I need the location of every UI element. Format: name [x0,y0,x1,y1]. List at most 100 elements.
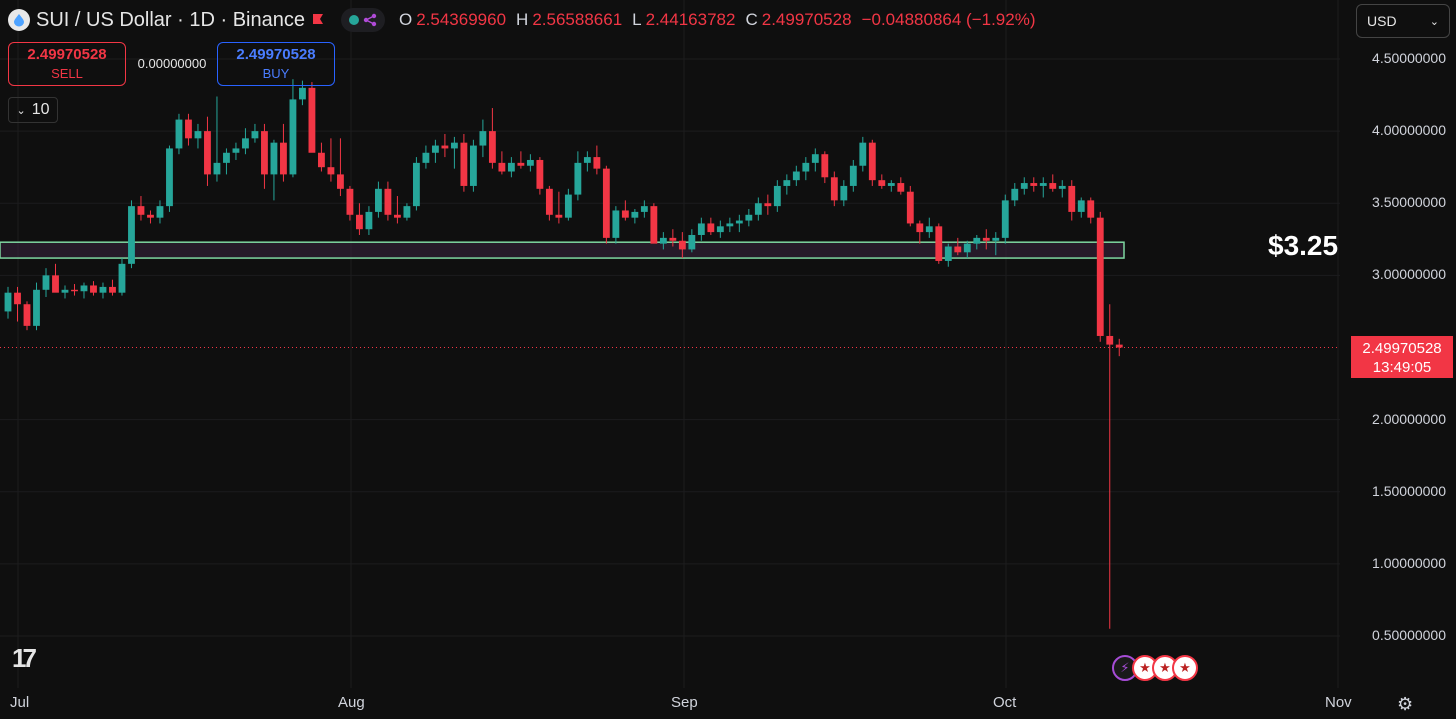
currency-select[interactable]: USD ⌄ [1356,4,1450,38]
candle [868,139,876,186]
candle-body [1068,185,1076,212]
price-tick-label: 4.00000000 [1372,122,1446,139]
candle [583,151,591,172]
candle [213,96,221,182]
candle [166,145,173,212]
candle [640,200,648,218]
candle [621,200,629,221]
candle-body [251,131,259,139]
candle-body [261,131,268,175]
candle [289,79,297,178]
us-flag-icon[interactable]: ★ [1172,655,1198,681]
candle-body [954,246,962,253]
candle [251,123,259,143]
candle [270,139,278,201]
candle-body [99,286,107,293]
candle-body [574,162,582,195]
price-change: −0.04880864 (−1.92%) [861,10,1036,29]
candle [764,194,772,215]
tradingview-logo[interactable]: 17 [12,643,37,673]
candle-body [697,223,705,235]
sui-logo-icon [8,9,30,31]
candle-body [1030,183,1038,186]
candle-body [175,119,183,149]
candle-body [773,185,781,207]
candle [23,301,31,331]
candle [422,145,430,169]
candle [346,185,354,221]
buy-button[interactable]: 2.49970528 BUY [217,42,335,86]
candle [1049,174,1057,192]
candle-body [431,145,439,153]
us-flag-icon[interactable]: ★ [1132,655,1158,681]
candle-body [802,162,810,172]
quantity-value: 10 [31,101,50,118]
candle-body [450,142,458,149]
candle [1115,338,1123,357]
candle [441,134,449,158]
candle-body [678,240,686,250]
last-price-label: 2.49970528 13:49:05 [1351,336,1453,378]
candle-body [1096,217,1104,336]
candle-body [365,211,373,230]
candle-body [52,275,59,293]
candle [726,217,734,233]
chevron-down-icon: ⌄ [16,104,26,117]
price-tick-label: 2.00000000 [1372,410,1446,427]
candle-body [356,214,363,230]
candle [602,165,610,244]
candle [1011,183,1019,207]
candle [327,138,335,182]
candle-body [441,145,449,149]
candle-body [479,131,487,146]
candle [906,185,914,227]
symbol-title: SUI / US Dollar · 1D · Binance [36,8,305,31]
candle-body [944,246,952,261]
candle [1106,304,1114,629]
candle [1030,177,1038,192]
candle-body [337,174,344,189]
sell-button[interactable]: 2.49970528 SELL [8,42,126,86]
sell-label: SELL [51,66,83,81]
candle-body [1115,344,1123,348]
candle-body [80,285,88,292]
candle [545,185,553,221]
candle [488,108,496,169]
candle [460,134,468,192]
candle-body [412,162,420,207]
candle-body [659,237,667,244]
price-tick-label: 1.00000000 [1372,554,1446,571]
candle [1001,194,1009,244]
candle-body [185,119,192,139]
candle-body [289,99,297,175]
candle [137,196,145,221]
candle [280,123,287,182]
candle [697,217,705,241]
indicator-pill[interactable] [340,8,385,32]
flag-icon[interactable] [311,13,325,27]
candle-body [745,214,753,221]
candle [517,151,525,169]
candle-body [469,145,477,186]
candle [840,180,848,207]
candle-body [612,210,620,238]
candle-body [631,211,639,218]
candle [555,191,563,224]
buy-label: BUY [262,66,290,81]
candle-body [109,286,116,293]
candle-body [270,142,278,175]
quantity-selector[interactable]: ⌄ 10 [8,97,58,123]
candle-body [128,206,135,264]
candle-body [61,289,69,293]
candle [412,157,420,211]
candle [811,148,819,172]
candle-body [688,234,696,250]
currency-label: USD [1367,13,1397,29]
candle-body [555,214,563,218]
candles [4,79,1123,629]
candle [669,229,677,247]
economic-events[interactable]: ⚡ ★ ★ ★ [1112,655,1198,681]
symbol-header[interactable]: SUI / US Dollar · 1D · Binance O 2.543699… [8,6,1041,34]
gear-icon[interactable]: ⚙ [1397,694,1414,714]
